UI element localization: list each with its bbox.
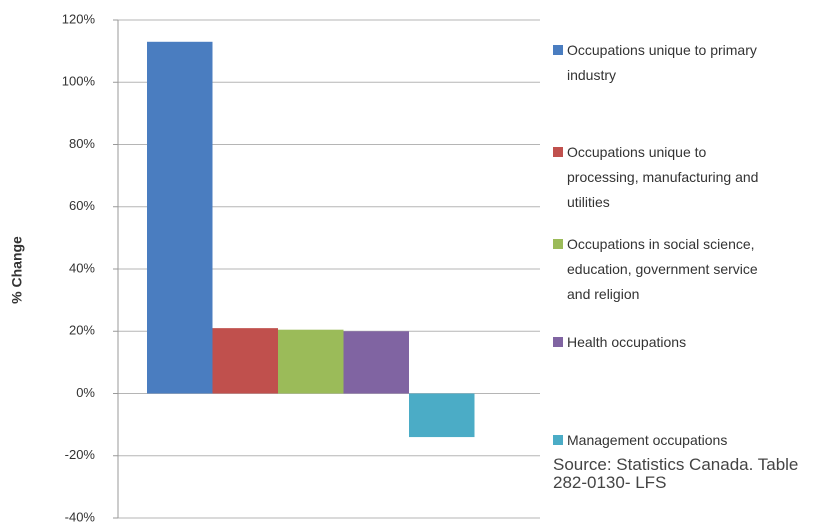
legend-label: Occupations in social science, education… (567, 236, 758, 302)
legend-label: Management occupations (567, 432, 728, 448)
legend-item: Occupations unique to primary industry (553, 38, 778, 88)
y-tick-label: 120% (62, 11, 96, 26)
legend-item: Occupations in social science, education… (553, 232, 778, 307)
source-note: Source: Statistics Canada. Table 282-013… (553, 455, 799, 492)
y-tick-label: 20% (69, 323, 95, 338)
legend-label: Health occupations (567, 334, 687, 350)
y-tick-label: 40% (69, 260, 95, 275)
bar (212, 328, 278, 394)
y-tick-label: 0% (76, 385, 95, 400)
legend-swatch (553, 147, 563, 157)
legend-swatch (553, 45, 563, 55)
y-tick-label: 100% (62, 74, 96, 89)
y-tick-label: 60% (69, 198, 95, 213)
bar (409, 393, 475, 438)
legend-item: Occupations unique to processing, manufa… (553, 140, 778, 215)
legend-label: Occupations unique to processing, manufa… (567, 144, 759, 210)
legend-item: Management occupations (553, 428, 778, 453)
y-tick-label: -20% (65, 447, 96, 462)
legend-label: Occupations unique to primary industry (567, 42, 757, 83)
legend-swatch (553, 337, 563, 347)
bar (147, 41, 213, 394)
bar (278, 329, 344, 394)
bar (343, 331, 409, 394)
y-tick-label: -40% (65, 509, 96, 524)
y-tick-label: 80% (69, 136, 95, 151)
legend-item: Health occupations (553, 330, 778, 355)
legend-swatch (553, 435, 563, 445)
legend-swatch (553, 239, 563, 249)
y-axis-label: % Change (9, 236, 25, 304)
